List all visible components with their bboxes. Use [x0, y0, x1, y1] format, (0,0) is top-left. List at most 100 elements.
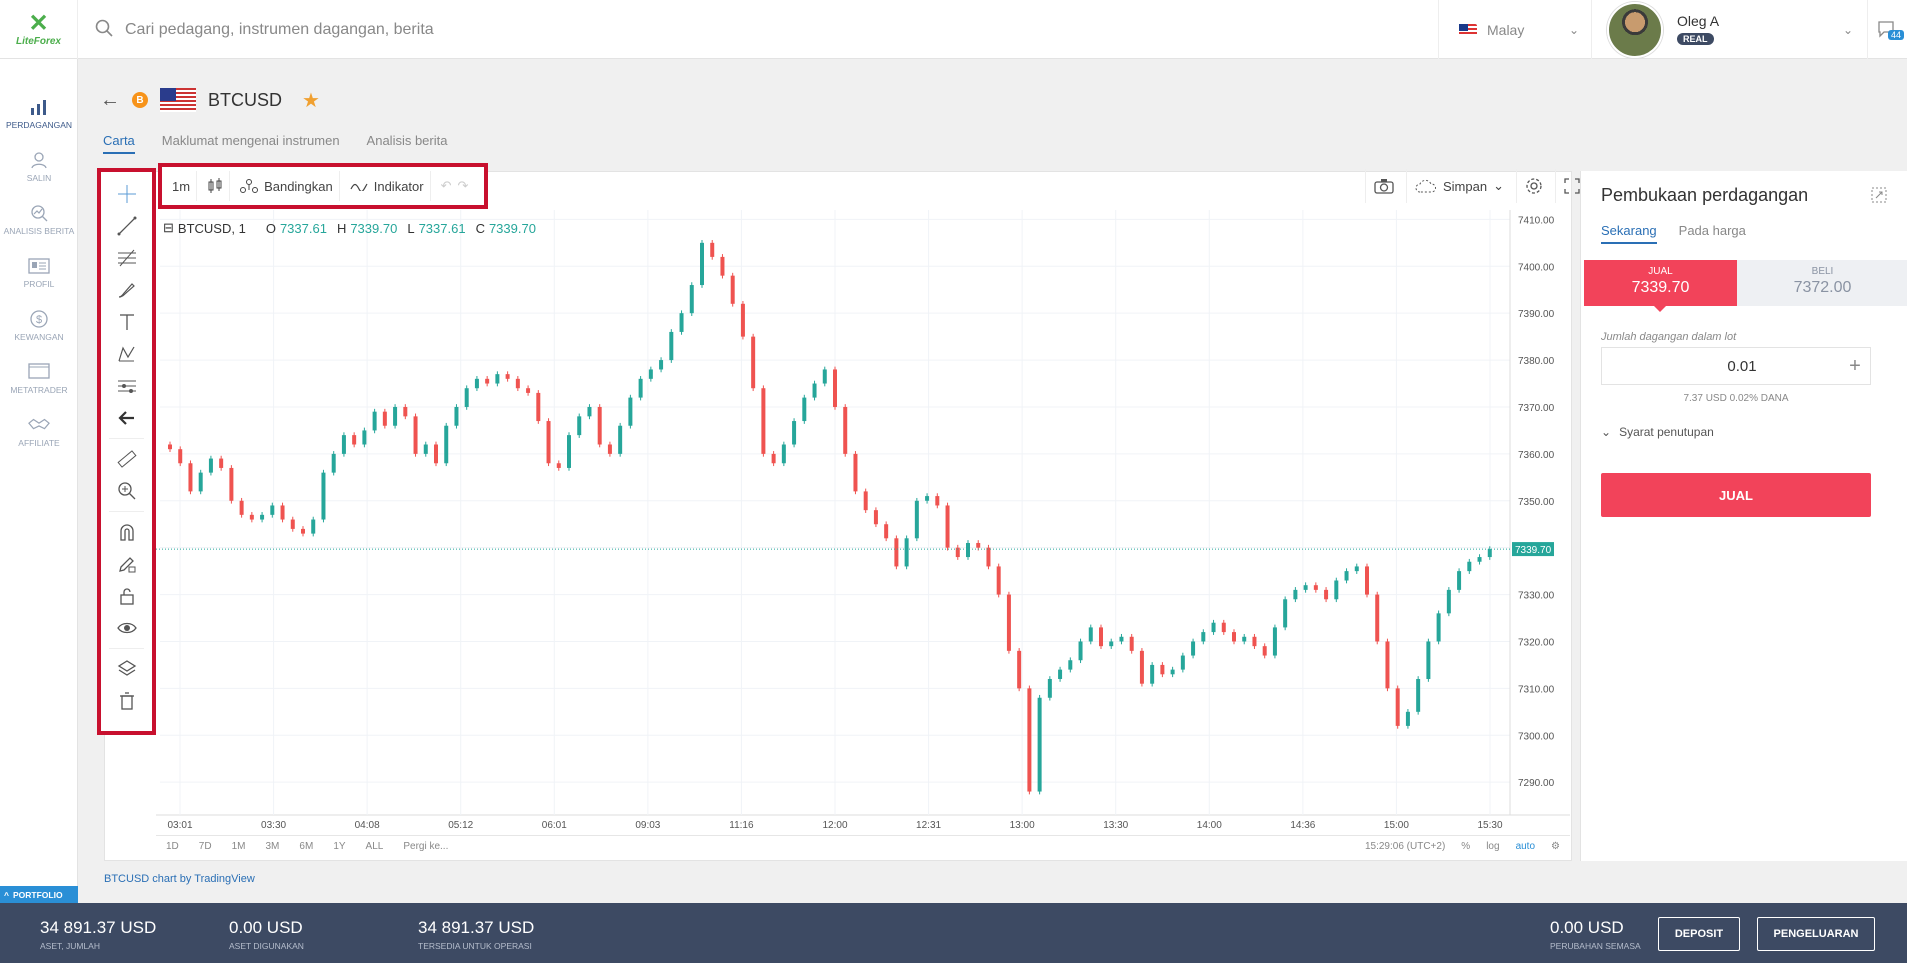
logo[interactable]: ✕ LiteForex: [0, 0, 78, 59]
trash-icon[interactable]: [101, 685, 152, 717]
tab-instrument-info[interactable]: Maklumat mengenai instrumen: [161, 133, 340, 148]
chart-settings-button[interactable]: [1515, 169, 1551, 203]
candle-body: [618, 425, 623, 454]
sell-button[interactable]: JUAL: [1601, 473, 1871, 517]
back-arrow-icon[interactable]: [101, 402, 152, 434]
redo-icon[interactable]: ↷: [457, 178, 469, 193]
sidebar-item-news-analysis[interactable]: ANALISIS BERITA: [0, 193, 78, 246]
lot-amount-input[interactable]: [1602, 357, 1832, 375]
candle-body: [208, 458, 213, 473]
ruler-tool-icon[interactable]: [101, 443, 152, 475]
tab-now[interactable]: Sekarang: [1601, 223, 1657, 244]
range-1d-button[interactable]: 1D: [166, 841, 179, 852]
candle-body: [301, 528, 305, 534]
sell-price-box[interactable]: JUAL 7339.70: [1584, 260, 1737, 312]
tab-at-price[interactable]: Pada harga: [1678, 223, 1746, 238]
y-tick-label: 7380.00: [1518, 356, 1555, 367]
brush-tool-icon[interactable]: [101, 274, 152, 306]
auto-toggle[interactable]: auto: [1515, 841, 1536, 852]
x-tick-label: 13:00: [1010, 820, 1035, 831]
candle-body: [976, 542, 981, 548]
sidebar-item-copy[interactable]: SALIN: [0, 140, 78, 193]
range-7d-button[interactable]: 7D: [198, 841, 212, 852]
language-selector[interactable]: Malay ⌄: [1438, 0, 1591, 59]
divider: [109, 648, 144, 649]
candle-body: [945, 505, 950, 548]
sidebar-item-metatrader[interactable]: METATRADER: [0, 352, 78, 405]
fullscreen-button[interactable]: [1554, 169, 1588, 203]
prediction-tool-icon[interactable]: [101, 370, 152, 402]
candle-body: [1477, 557, 1482, 562]
sidebar-item-label: PERDAGANGAN: [5, 120, 73, 130]
candle-body: [914, 500, 919, 539]
favorite-star-icon[interactable]: ★: [302, 89, 320, 112]
deposit-button[interactable]: DEPOSIT: [1658, 917, 1740, 951]
portfolio-tab[interactable]: ^ PORTFOLIO: [0, 886, 78, 903]
range-1y-button[interactable]: 1Y: [333, 841, 346, 852]
candle-body: [1283, 599, 1288, 628]
undo-button[interactable]: ↶ ↷: [435, 171, 475, 201]
range-bar: 1D 7D 1M 3M 6M 1Y ALL Pergi ke... 15:29:…: [156, 835, 1570, 857]
chart-legend: ⊟ BTCUSD, 1 O 7337.61 H 7339.70 L 7337.61 C…: [163, 220, 542, 236]
indicators-button[interactable]: Indikator: [344, 171, 431, 201]
divider: [109, 438, 144, 439]
compare-label: Bandingkan: [264, 178, 333, 194]
price-chart[interactable]: 7410.00 7400.00 7390.00 7380.00 7370.00 7360.…: [156, 210, 1570, 835]
messages-button[interactable]: 44: [1867, 0, 1907, 59]
collapse-legend-icon[interactable]: ⊟: [163, 220, 174, 235]
legend-open-value: 7337.61: [279, 220, 327, 236]
range-3m-button[interactable]: 3M: [265, 841, 280, 852]
search-icon[interactable]: [95, 19, 113, 42]
chart-type-button[interactable]: [201, 171, 231, 201]
candle-body: [249, 514, 254, 520]
sidebar-item-profile[interactable]: PROFIL: [0, 246, 78, 299]
range-all-button[interactable]: ALL: [365, 841, 384, 852]
pattern-tool-icon[interactable]: [101, 338, 152, 370]
top-bar: ✕ LiteForex Malay ⌄ Oleg A REAL ⌄ 44: [0, 0, 1907, 59]
range-1m-button[interactable]: 1M: [231, 841, 246, 852]
tab-chart[interactable]: Carta: [103, 133, 135, 154]
percent-toggle[interactable]: %: [1461, 841, 1471, 852]
candle-body: [1027, 688, 1032, 792]
back-arrow-icon[interactable]: ←: [100, 88, 120, 111]
buy-price-box[interactable]: BELI 7372.00: [1737, 260, 1907, 306]
chart-credit-link[interactable]: BTCUSD chart by TradingView: [104, 873, 255, 885]
trend-line-tool-icon[interactable]: [101, 210, 152, 242]
gear-icon[interactable]: ⚙: [1551, 841, 1560, 852]
page-title: BTCUSD: [208, 89, 283, 110]
sidebar-item-affiliate[interactable]: AFFILIATE: [0, 405, 78, 458]
user-menu[interactable]: Oleg A REAL ⌄: [1591, 0, 1867, 59]
account-type-badge: REAL: [1677, 32, 1714, 45]
sidebar-item-trading[interactable]: PERDAGANGAN: [0, 87, 78, 140]
sidebar-item-finance[interactable]: $ KEWANGAN: [0, 299, 78, 352]
magnet-icon[interactable]: [101, 516, 152, 548]
expand-icon[interactable]: [1871, 187, 1887, 208]
x-tick-label: 12:00: [822, 820, 847, 831]
candle-body: [1221, 622, 1226, 633]
screenshot-button[interactable]: [1365, 169, 1402, 203]
candle-body: [1303, 585, 1308, 590]
stay-in-drawing-icon[interactable]: [101, 548, 152, 580]
text-tool-icon[interactable]: [101, 306, 152, 338]
range-6m-button[interactable]: 6M: [299, 841, 314, 852]
tab-news-analysis[interactable]: Analisis berita: [366, 133, 448, 148]
candle-body: [904, 538, 909, 567]
candle-body: [1375, 594, 1380, 642]
compare-button[interactable]: Bandingkan: [234, 171, 340, 201]
fib-tool-icon[interactable]: [101, 242, 152, 274]
log-toggle[interactable]: log: [1486, 841, 1500, 852]
eye-icon[interactable]: [101, 612, 152, 644]
zoom-in-icon[interactable]: [101, 475, 152, 507]
lock-icon[interactable]: [101, 580, 152, 612]
plus-icon[interactable]: +: [1849, 354, 1861, 377]
save-button[interactable]: Simpan ⌄: [1406, 169, 1512, 203]
x-tick-label: 15:30: [1477, 820, 1502, 831]
goto-date-button[interactable]: Pergi ke...: [403, 841, 449, 852]
chat-icon: [1877, 20, 1894, 38]
search-input[interactable]: [125, 21, 625, 39]
withdraw-button[interactable]: PENGELUARAN: [1757, 917, 1875, 951]
crosshair-tool-icon[interactable]: [101, 178, 152, 210]
layers-icon[interactable]: [101, 653, 152, 685]
closing-conditions-toggle[interactable]: ⌄ Syarat penutupan: [1601, 425, 1714, 439]
interval-button[interactable]: 1m: [166, 171, 198, 201]
